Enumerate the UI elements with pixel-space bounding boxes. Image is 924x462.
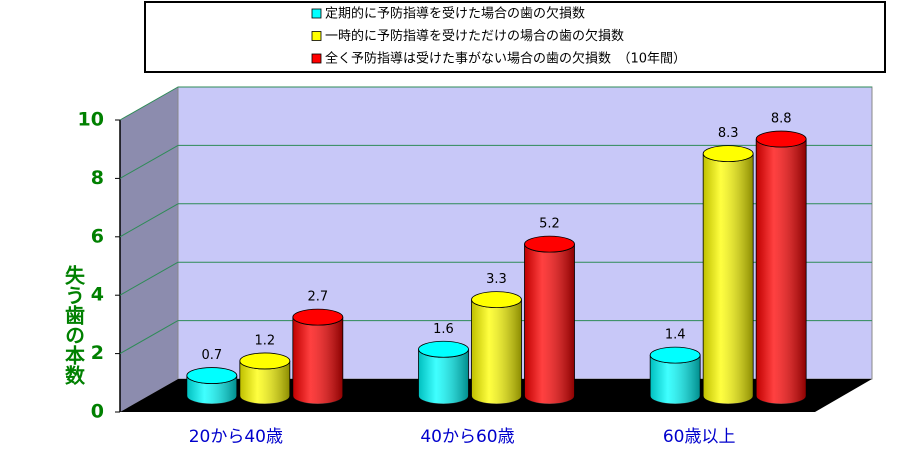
y-tick-label: 10 — [78, 109, 104, 131]
bar-shade — [239, 360, 290, 404]
bar-shade — [418, 349, 469, 404]
bar-top — [186, 367, 238, 384]
bar-shade — [524, 244, 575, 404]
value-label: 3.3 — [486, 272, 507, 287]
bar-shade — [703, 153, 754, 404]
legend-label: 一時的に予防指導を受けただけの場合の歯の欠損数 — [325, 28, 624, 44]
bar-top — [702, 145, 754, 163]
bar-shade — [756, 139, 807, 405]
x-tick-label: 40から60歳 — [420, 427, 514, 447]
legend-swatch — [311, 53, 322, 64]
grid-line — [119, 320, 179, 355]
legend-swatch — [311, 31, 322, 41]
bar-top — [524, 235, 575, 253]
bar-top — [418, 340, 469, 358]
value-label: 2.7 — [307, 290, 328, 305]
y-tick-label: 8 — [91, 167, 104, 189]
bar-shade — [471, 299, 522, 404]
grid-line — [119, 86, 179, 121]
bar-top — [239, 352, 291, 370]
value-label: 1.4 — [665, 328, 686, 343]
value-label: 8.3 — [718, 126, 739, 141]
value-label: 0.7 — [201, 348, 222, 363]
bar-top — [471, 291, 522, 309]
bar-shade — [650, 355, 701, 404]
grid-line — [119, 261, 179, 296]
bar-top — [292, 308, 344, 326]
value-label: 8.8 — [771, 112, 792, 127]
legend-swatch — [311, 8, 322, 19]
x-tick-label: 60歳以上 — [663, 427, 736, 447]
left-wall — [120, 87, 178, 412]
value-label: 1.6 — [433, 322, 454, 337]
bar-shade — [292, 317, 343, 404]
y-tick-label: 2 — [91, 342, 104, 364]
y-tick-label: 0 — [91, 401, 104, 423]
grid-line — [119, 144, 179, 179]
legend-box — [144, 1, 886, 73]
legend-label: 全く予防指導は受けた事がない場合の歯の欠損数 （10年間） — [325, 51, 686, 67]
value-label: 1.2 — [254, 333, 275, 348]
grid-line — [119, 203, 179, 238]
value-label: 5.2 — [539, 217, 560, 232]
bar-top — [649, 346, 701, 364]
bar-top — [755, 130, 807, 148]
y-axis-title: 失う歯の本数 — [62, 264, 86, 386]
y-tick-label: 4 — [91, 284, 104, 306]
legend-label: 定期的に予防指導を受けた場合の歯の欠損数 — [325, 6, 585, 22]
y-tick-label: 6 — [91, 225, 104, 247]
x-tick-label: 20から40歳 — [189, 427, 283, 447]
